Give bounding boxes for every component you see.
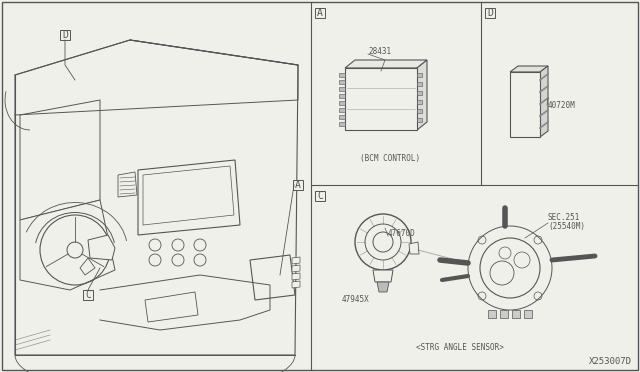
Bar — [315, 191, 325, 201]
Polygon shape — [118, 172, 137, 197]
Polygon shape — [80, 258, 95, 275]
Bar — [293, 180, 303, 190]
Text: 47945X: 47945X — [341, 295, 369, 304]
Text: 28431: 28431 — [368, 48, 391, 57]
Text: 40720M: 40720M — [548, 100, 576, 109]
Text: D: D — [487, 8, 493, 18]
Polygon shape — [250, 255, 295, 300]
Bar — [345, 68, 417, 130]
Bar — [339, 87, 345, 91]
Text: <STRG ANGLE SENSOR>: <STRG ANGLE SENSOR> — [416, 343, 504, 353]
Bar — [485, 8, 495, 18]
Polygon shape — [292, 273, 300, 280]
Text: C: C — [85, 290, 91, 300]
Bar — [417, 73, 422, 77]
Bar — [510, 72, 540, 137]
Polygon shape — [292, 281, 300, 288]
Polygon shape — [138, 160, 240, 235]
Bar — [60, 30, 70, 40]
Bar — [417, 100, 422, 104]
Polygon shape — [292, 265, 300, 272]
Bar — [417, 82, 422, 86]
Polygon shape — [15, 40, 298, 355]
Bar — [524, 310, 532, 318]
Text: (BCM CONTROL): (BCM CONTROL) — [360, 154, 420, 163]
Bar — [417, 109, 422, 113]
Text: A: A — [295, 180, 301, 190]
Polygon shape — [145, 292, 198, 322]
Polygon shape — [292, 257, 300, 264]
Polygon shape — [540, 66, 548, 137]
Bar — [512, 310, 520, 318]
Polygon shape — [377, 282, 389, 292]
Bar — [339, 122, 345, 126]
Text: 47670D: 47670D — [388, 230, 416, 238]
Bar — [83, 290, 93, 300]
Bar — [417, 91, 422, 95]
Bar — [339, 94, 345, 98]
Bar — [417, 118, 422, 122]
Text: X253007D: X253007D — [589, 357, 632, 366]
Bar — [339, 108, 345, 112]
Text: A: A — [317, 8, 323, 18]
Polygon shape — [409, 242, 419, 254]
Bar — [500, 310, 508, 318]
Polygon shape — [20, 100, 100, 220]
Bar — [339, 73, 345, 77]
Polygon shape — [345, 60, 427, 68]
Polygon shape — [143, 166, 234, 225]
Polygon shape — [373, 270, 393, 282]
Bar — [339, 101, 345, 105]
Text: (25540M): (25540M) — [548, 221, 585, 231]
Text: D: D — [62, 30, 68, 40]
Polygon shape — [417, 60, 427, 130]
Text: SEC.251: SEC.251 — [548, 214, 580, 222]
Bar — [339, 115, 345, 119]
Polygon shape — [510, 66, 548, 72]
Polygon shape — [88, 235, 115, 260]
Bar — [488, 310, 496, 318]
Bar — [315, 8, 325, 18]
Bar — [339, 80, 345, 84]
Text: C: C — [317, 191, 323, 201]
Polygon shape — [20, 200, 115, 290]
